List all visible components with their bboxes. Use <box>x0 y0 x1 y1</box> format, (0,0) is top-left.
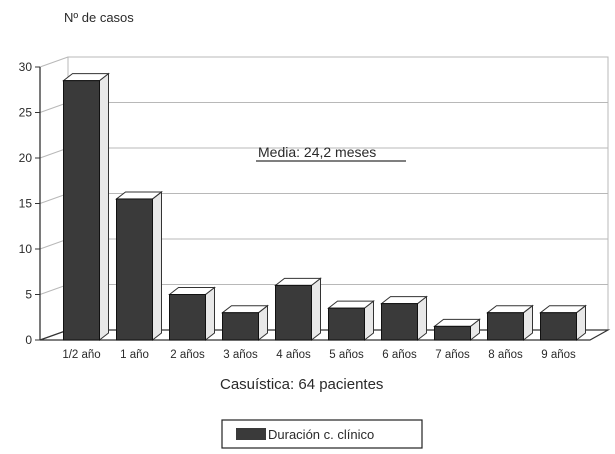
bar <box>274 277 322 342</box>
y-tick-label: 15 <box>19 197 33 211</box>
bar-side <box>311 277 321 342</box>
bar <box>62 72 110 342</box>
bar <box>115 190 163 342</box>
bar-face <box>540 312 577 341</box>
x-tick-label: 1 año <box>120 349 149 361</box>
x-tick-label: 8 años <box>488 349 523 361</box>
bar <box>380 295 428 342</box>
y-axis-label: Nº de casos <box>64 10 134 25</box>
mean-annotation: Media: 24,2 meses <box>258 144 376 160</box>
bar-face <box>169 294 206 341</box>
bar-face <box>328 307 365 341</box>
bar-side <box>99 72 109 342</box>
bar-face <box>222 312 259 341</box>
legend-label: Duración c. clínico <box>268 427 374 442</box>
bar-face <box>487 312 524 341</box>
legend-swatch <box>236 428 266 440</box>
y-tick-label: 25 <box>19 106 33 120</box>
y-tick-labels: 0 5 10 15 20 25 30 <box>19 60 33 347</box>
bar <box>327 300 375 342</box>
bar-face <box>275 284 312 341</box>
y-tick-label: 0 <box>25 333 32 347</box>
y-tick-label: 20 <box>19 151 33 165</box>
bar <box>433 318 481 342</box>
bar <box>221 304 269 342</box>
x-tick-labels: 1/2 año 1 año 2 años 3 años 4 años 5 años 6 añ… <box>62 349 576 361</box>
x-tick-label: 3 años <box>223 349 258 361</box>
x-tick-label: 4 años <box>276 349 311 361</box>
bar-face <box>434 325 471 341</box>
legend: Duración c. clínico <box>221 419 423 449</box>
x-tick-label: 6 años <box>382 349 417 361</box>
legend-box <box>221 419 423 449</box>
bar-face <box>63 80 100 341</box>
y-tick-label: 5 <box>25 288 32 302</box>
bar <box>168 286 216 342</box>
bar <box>539 304 587 342</box>
x-axis-caption: Casuística: 64 pacientes <box>220 376 383 393</box>
x-tick-label: 5 años <box>329 349 364 361</box>
y-tick-label: 30 <box>19 60 33 74</box>
x-tick-label: 2 años <box>170 349 205 361</box>
x-tick-label: 7 años <box>435 349 470 361</box>
bar-side <box>152 190 162 342</box>
bars <box>62 72 587 342</box>
x-tick-label: 1/2 año <box>62 349 100 361</box>
y-tick-label: 10 <box>19 242 33 256</box>
bar <box>486 304 534 342</box>
bar-side <box>205 286 215 342</box>
bar-face <box>116 198 153 341</box>
gridline-side <box>39 56 69 68</box>
x-tick-label: 9 años <box>541 349 576 361</box>
bar-face <box>381 303 418 341</box>
